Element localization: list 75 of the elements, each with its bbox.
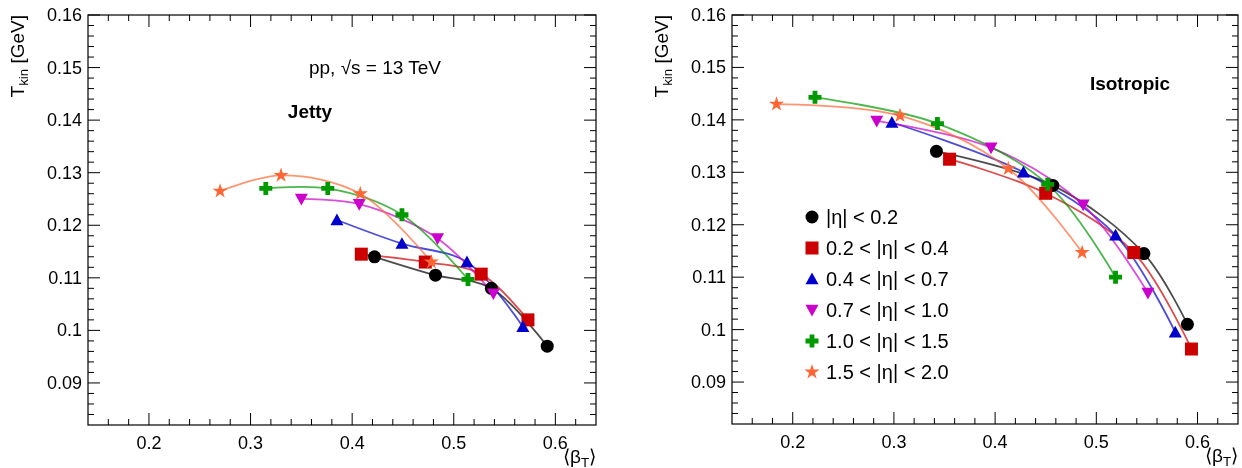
y-tick-label: 0.15 — [46, 57, 82, 78]
point — [423, 254, 439, 269]
y-tick-label: 0.14 — [46, 110, 82, 131]
x-tick-label: 0.2 — [136, 433, 162, 453]
point — [1141, 287, 1155, 300]
y-tick-label: 0.13 — [690, 162, 726, 183]
legend-label: 0.4 < |η| < 0.7 — [826, 268, 949, 290]
point — [212, 183, 228, 198]
x-tick-label: 0.4 — [339, 433, 365, 453]
point — [1168, 325, 1182, 338]
point — [1109, 270, 1123, 284]
point — [984, 142, 998, 155]
annotation: pp, √s = 13 TeV — [308, 57, 442, 78]
x-tick-label: 0.5 — [441, 433, 467, 453]
point — [352, 199, 366, 211]
y-tick-label: 0.1 — [56, 320, 82, 341]
y-tick-label: 0.15 — [690, 57, 726, 78]
y-tick-label: 0.13 — [46, 162, 82, 183]
point — [486, 288, 500, 301]
point — [395, 237, 409, 249]
point — [368, 250, 382, 264]
point — [1127, 246, 1141, 260]
y-tick-label: 0.12 — [46, 215, 82, 236]
point — [870, 115, 884, 128]
annotation: Jetty — [287, 101, 333, 122]
y-tick-label: 0.12 — [690, 214, 726, 235]
point — [461, 272, 475, 286]
point — [460, 255, 474, 268]
y-tick-label: 0.09 — [46, 372, 82, 393]
point — [929, 144, 943, 158]
y-tick-label: 0.09 — [690, 372, 726, 393]
y-tick-label: 0.11 — [48, 267, 82, 288]
point — [354, 247, 368, 261]
point — [1109, 228, 1123, 241]
point — [1076, 199, 1090, 212]
point — [259, 181, 273, 195]
point — [1000, 160, 1016, 176]
x-tick-label: 0.2 — [780, 432, 806, 452]
point — [395, 208, 409, 222]
x-tick-label: 0.4 — [982, 432, 1008, 452]
point — [516, 320, 530, 332]
point — [330, 213, 344, 226]
point — [930, 117, 944, 131]
point — [1180, 317, 1194, 331]
point — [428, 268, 442, 282]
annotation: Isotropic — [1089, 73, 1171, 94]
y-tick-label: 0.16 — [690, 5, 726, 25]
x-tick-label: 0.5 — [1083, 432, 1109, 452]
point — [431, 233, 444, 245]
point — [474, 267, 488, 281]
y-tick-label: 0.1 — [700, 319, 726, 340]
point — [885, 115, 899, 128]
legend-label: 0.2 < |η| < 0.4 — [826, 237, 949, 259]
point — [892, 107, 908, 123]
legend-label: 1.0 < |η| < 1.5 — [826, 330, 949, 352]
y-tick-label: 0.14 — [690, 109, 726, 130]
y-tick-label: 0.11 — [692, 267, 726, 288]
y-tick-label: 0.16 — [46, 5, 82, 25]
point — [1184, 342, 1198, 356]
point — [769, 96, 785, 111]
legend-label: 1.5 < |η| < 2.0 — [826, 361, 949, 383]
point — [294, 193, 308, 206]
point — [943, 152, 957, 166]
point — [1016, 165, 1030, 178]
legend-label: 0.7 < |η| < 1.0 — [826, 299, 949, 321]
point — [1041, 177, 1055, 191]
legend-label: |η| < 0.2 — [826, 206, 899, 228]
point — [273, 167, 289, 182]
x-tick-label: 0.3 — [238, 433, 264, 453]
point — [540, 339, 554, 353]
point — [808, 90, 822, 104]
x-tick-label: 0.3 — [881, 432, 907, 452]
point — [352, 185, 368, 201]
point — [321, 181, 335, 195]
point — [1074, 244, 1090, 259]
